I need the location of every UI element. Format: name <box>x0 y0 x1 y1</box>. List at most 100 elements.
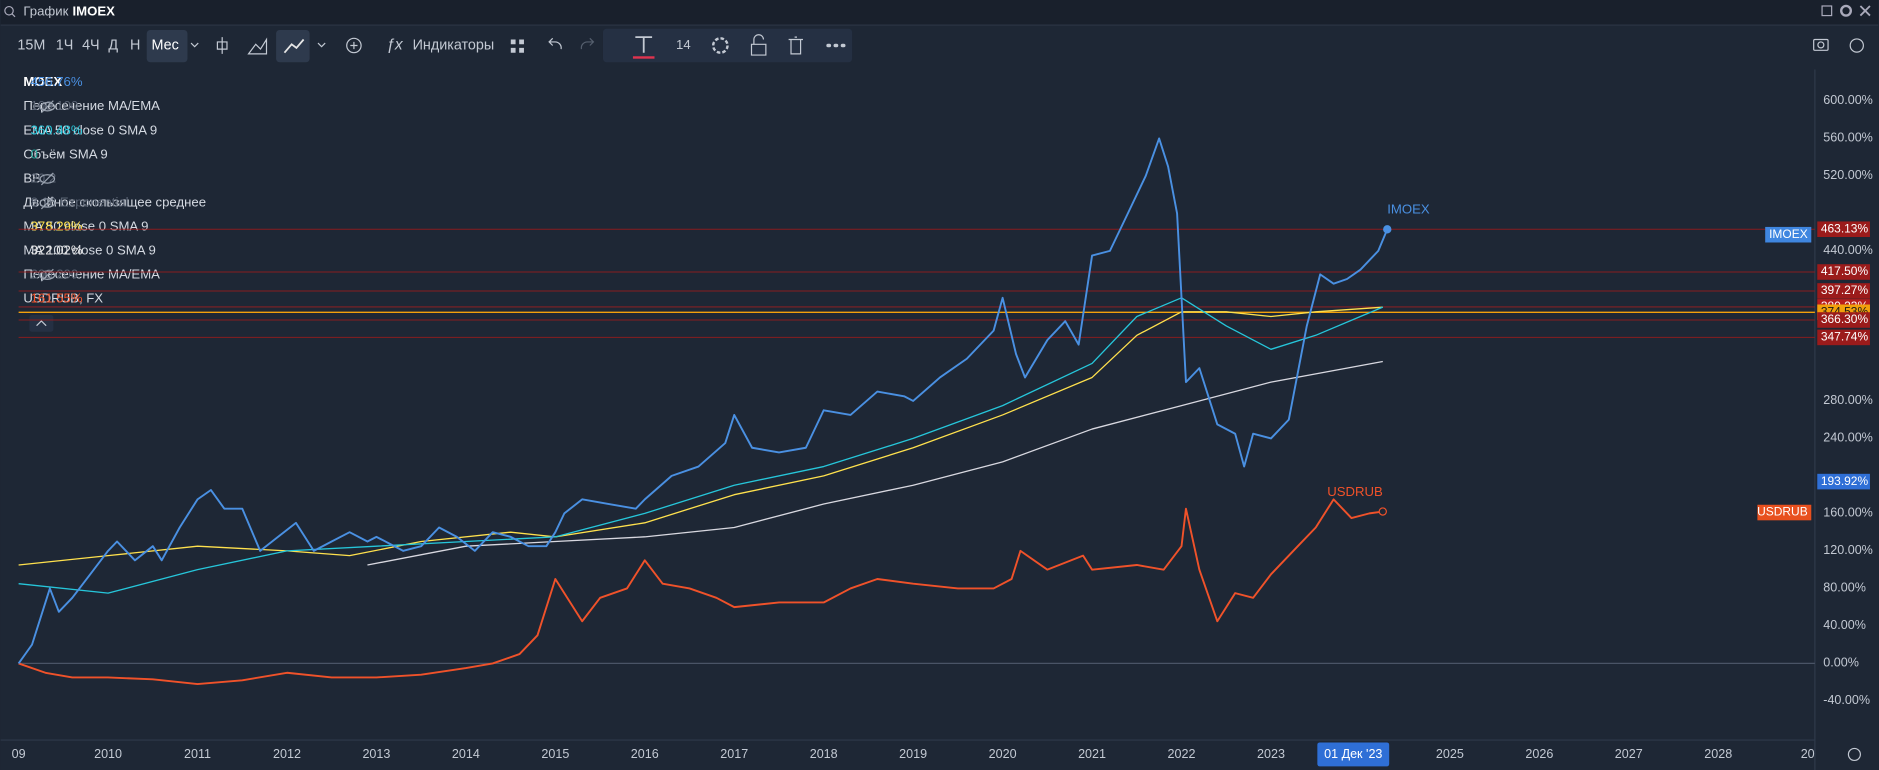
settings-button[interactable] <box>1840 4 1853 17</box>
templates-button[interactable] <box>510 39 524 53</box>
chevron[interactable] <box>190 42 199 48</box>
x-tick-label: 2010 <box>94 747 122 761</box>
delete-tool[interactable] <box>788 36 803 55</box>
x-tick-label: 2028 <box>1704 747 1732 761</box>
legend-entry: Объём SMA 9 <box>23 146 107 161</box>
text-tool[interactable] <box>635 36 653 53</box>
legend-entry: USDRUB, FX <box>23 291 103 306</box>
series-line <box>18 297 1384 594</box>
active-interval <box>146 29 188 63</box>
window-button[interactable] <box>1821 5 1833 17</box>
end-marker <box>1378 507 1387 516</box>
legend-entry: Пересечение MA/EMA <box>23 267 160 282</box>
price-badge <box>1817 473 1870 490</box>
interval-button[interactable]: Н <box>130 37 140 53</box>
legend-entry: Пересечение MA/EMA <box>23 98 160 113</box>
undo-button[interactable] <box>548 37 562 50</box>
price-badge-label: 347.74% <box>1821 330 1869 344</box>
visibility-icon <box>40 268 54 282</box>
series-label: IMOEX <box>1387 202 1430 217</box>
price-badge <box>1817 264 1870 280</box>
title-bar <box>0 0 1879 26</box>
x-tick-label: 2018 <box>810 747 838 761</box>
x-tick-label: 20 <box>1801 747 1815 761</box>
axis-settings[interactable] <box>1847 747 1861 762</box>
visibility-icon <box>40 196 54 210</box>
text-color[interactable] <box>632 56 655 59</box>
fx-icon: ƒx <box>386 37 404 54</box>
end-marker <box>1383 225 1392 234</box>
y-tick-label: 280.00% <box>1823 393 1873 407</box>
legend-params: 20 2 <box>31 170 57 185</box>
x-tick-label: 2013 <box>362 747 390 761</box>
interval-button[interactable]: 4Ч <box>82 37 100 53</box>
toolbar: ƒx Индикаторы 14 <box>190 28 1864 63</box>
x-tick-label: 2022 <box>1168 747 1196 761</box>
screenshot-button <box>1817 41 1825 49</box>
legend-entry: EMA 50 close 0 SMA 9 <box>23 122 157 137</box>
legend-entry: MA 100 close 0 SMA 9 <box>23 243 155 258</box>
window-title: График <box>23 3 68 18</box>
price-badge-label: 397.27% <box>1821 283 1869 297</box>
interval-button[interactable]: 15M <box>17 37 45 53</box>
y-tick-label: 0.00% <box>1823 656 1859 670</box>
price-badge <box>1817 221 1870 238</box>
collapse-icon <box>36 320 47 327</box>
chevron[interactable] <box>317 42 326 48</box>
collapse-legend[interactable] <box>29 314 54 332</box>
interval-button[interactable]: Д <box>108 37 118 53</box>
visibility-icon <box>40 100 54 114</box>
x-tick-label: 2011 <box>184 747 211 761</box>
compare-button[interactable] <box>346 37 362 54</box>
price-badge <box>1817 312 1870 328</box>
line-button[interactable] <box>283 38 305 54</box>
close-button[interactable] <box>1859 5 1871 17</box>
price-badge <box>1817 329 1870 346</box>
y-tick-label: 120.00% <box>1823 543 1873 557</box>
x-tick-label: 2019 <box>899 747 927 761</box>
price-badge-label: 366.30% <box>1821 312 1869 326</box>
series-line <box>18 306 1383 566</box>
x-tick-label: 2021 <box>1078 747 1106 761</box>
price-badge-label: 193.92% <box>1821 474 1869 488</box>
visibility-icon[interactable] <box>39 174 56 184</box>
legend-value: 378.29% <box>31 219 83 234</box>
x-tick-label: 2026 <box>1525 747 1553 761</box>
y-tick-label: 440.00% <box>1823 243 1873 257</box>
y-tick-label: 80.00% <box>1823 581 1866 595</box>
interval-button[interactable]: 1Ч <box>56 37 74 53</box>
legend-params: 8 16 Exponential <box>31 194 129 209</box>
x-tick-label: 2020 <box>989 747 1017 761</box>
search-icon[interactable] <box>4 5 14 16</box>
visibility-icon[interactable] <box>39 270 56 280</box>
lock-tool[interactable] <box>750 34 767 56</box>
compare-button[interactable] <box>350 41 358 50</box>
redo-button[interactable] <box>580 37 595 50</box>
settings-tool[interactable] <box>711 37 729 54</box>
axis-badge <box>1765 226 1812 243</box>
interval-button[interactable]: Мес <box>152 37 179 53</box>
font-size[interactable]: 14 <box>676 37 691 52</box>
y-tick-label: 160.00% <box>1823 506 1873 520</box>
price-badge-label: 417.50% <box>1821 264 1869 278</box>
x-tick-label: 2017 <box>720 747 748 761</box>
visibility-icon[interactable] <box>39 101 56 112</box>
legend-value: 360.48% <box>31 122 83 137</box>
y-tick-label: 600.00% <box>1823 93 1873 107</box>
legend-entry: MA 50 close 0 SMA 9 <box>23 219 148 234</box>
legend-entry: BB <box>23 170 41 185</box>
x-tick-label: 2015 <box>541 747 569 761</box>
candles-button[interactable] <box>216 37 228 54</box>
y-tick-label: 560.00% <box>1823 131 1873 145</box>
screenshot-button[interactable] <box>1813 38 1829 51</box>
search-icon <box>11 13 16 18</box>
series-line <box>18 498 1383 685</box>
series-line <box>367 360 1383 566</box>
publish-button[interactable] <box>1849 38 1864 53</box>
x-tick-label: 2023 <box>1257 747 1285 761</box>
indicators-button[interactable]: Индикаторы <box>413 37 495 53</box>
visibility-icon[interactable] <box>39 198 56 208</box>
area-button[interactable] <box>247 37 268 55</box>
legend-value: 161.55% <box>31 291 83 306</box>
